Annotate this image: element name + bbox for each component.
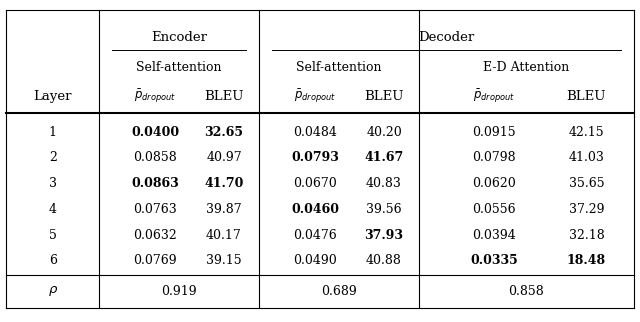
Text: 37.93: 37.93 (365, 229, 403, 242)
Text: 40.97: 40.97 (206, 151, 242, 164)
Text: 0.0556: 0.0556 (472, 203, 516, 216)
Text: 0.0490: 0.0490 (293, 254, 337, 267)
Text: 0.0632: 0.0632 (133, 229, 177, 242)
Text: $\bar{p}_{dropout}$: $\bar{p}_{dropout}$ (473, 88, 515, 105)
Text: 40.20: 40.20 (366, 126, 402, 138)
Text: 39.87: 39.87 (206, 203, 242, 216)
Text: 0.0798: 0.0798 (472, 151, 516, 164)
Text: 18.48: 18.48 (567, 254, 606, 267)
Text: 35.65: 35.65 (568, 177, 604, 190)
Text: 0.0400: 0.0400 (131, 126, 179, 138)
Text: 0.689: 0.689 (321, 285, 357, 298)
Text: 0.0620: 0.0620 (472, 177, 516, 190)
Text: 42.15: 42.15 (568, 126, 604, 138)
Text: 0.0858: 0.0858 (133, 151, 177, 164)
Text: 0.0863: 0.0863 (131, 177, 179, 190)
Text: 37.29: 37.29 (569, 203, 604, 216)
Text: 39.15: 39.15 (206, 254, 242, 267)
Text: Decoder: Decoder (419, 31, 474, 43)
Text: 0.0460: 0.0460 (291, 203, 339, 216)
Text: E-D Attention: E-D Attention (483, 61, 570, 74)
Text: $\bar{p}_{dropout}$: $\bar{p}_{dropout}$ (134, 88, 176, 105)
Text: 0.0915: 0.0915 (472, 126, 516, 138)
Text: 3: 3 (49, 177, 57, 190)
Text: 6: 6 (49, 254, 57, 267)
Text: 0.0476: 0.0476 (293, 229, 337, 242)
Text: BLEU: BLEU (204, 90, 244, 103)
Text: 0.0394: 0.0394 (472, 229, 516, 242)
Text: 40.17: 40.17 (206, 229, 242, 242)
Text: 0.919: 0.919 (161, 285, 197, 298)
Text: 1: 1 (49, 126, 57, 138)
Text: Self-attention: Self-attention (296, 61, 382, 74)
Text: Encoder: Encoder (151, 31, 207, 43)
Text: 40.88: 40.88 (366, 254, 402, 267)
Text: 0.0769: 0.0769 (133, 254, 177, 267)
Text: $\bar{p}_{dropout}$: $\bar{p}_{dropout}$ (294, 88, 336, 105)
Text: 0.0670: 0.0670 (293, 177, 337, 190)
Text: Self-attention: Self-attention (136, 61, 222, 74)
Text: 32.18: 32.18 (568, 229, 604, 242)
Text: 39.56: 39.56 (366, 203, 402, 216)
Text: 32.65: 32.65 (205, 126, 243, 138)
Text: 41.67: 41.67 (364, 151, 404, 164)
Text: 40.83: 40.83 (366, 177, 402, 190)
Text: 0.0793: 0.0793 (291, 151, 339, 164)
Text: 2: 2 (49, 151, 57, 164)
Text: 4: 4 (49, 203, 57, 216)
Text: Layer: Layer (33, 90, 72, 103)
Text: 5: 5 (49, 229, 57, 242)
Text: 41.03: 41.03 (568, 151, 604, 164)
Text: BLEU: BLEU (566, 90, 606, 103)
Text: 0.858: 0.858 (509, 285, 544, 298)
Text: 41.70: 41.70 (204, 177, 244, 190)
Text: 0.0763: 0.0763 (133, 203, 177, 216)
Text: 0.0484: 0.0484 (293, 126, 337, 138)
Text: 0.0335: 0.0335 (470, 254, 518, 267)
Text: $\rho$: $\rho$ (47, 284, 58, 298)
Text: BLEU: BLEU (364, 90, 404, 103)
